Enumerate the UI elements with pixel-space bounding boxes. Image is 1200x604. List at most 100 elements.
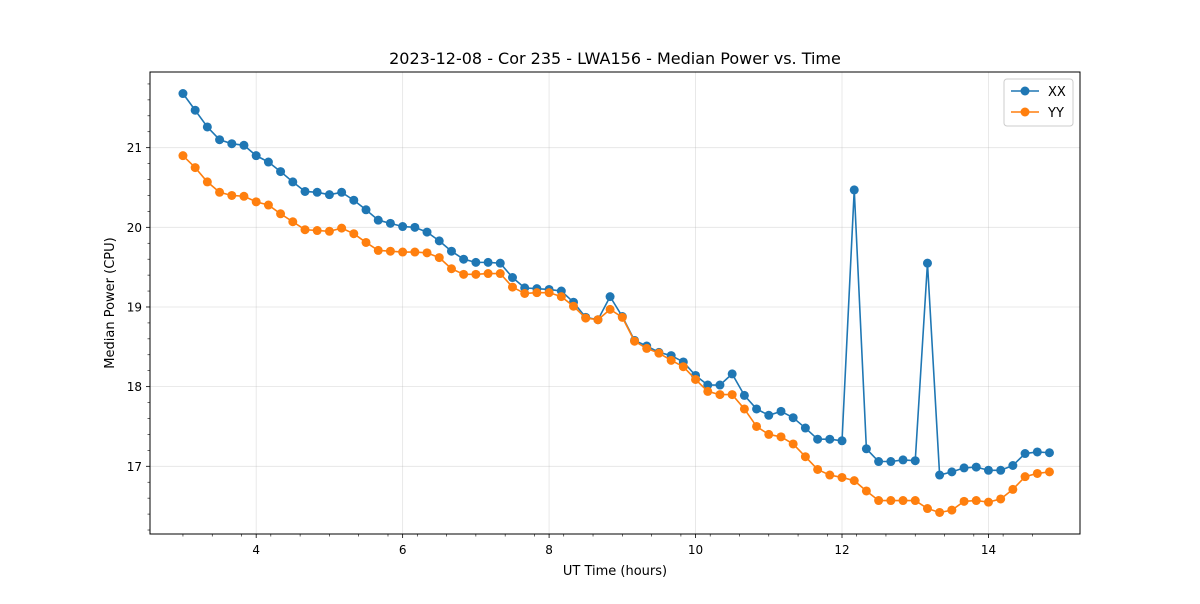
data-point-yy (434, 253, 444, 263)
data-point-yy (654, 348, 664, 358)
data-point-xx (300, 186, 310, 196)
data-point-yy (715, 390, 725, 400)
data-point-yy (898, 496, 908, 506)
data-point-yy (1032, 468, 1042, 478)
data-point-yy (1020, 472, 1030, 482)
data-point-yy (263, 200, 273, 210)
data-point-yy (813, 464, 823, 474)
data-series (178, 89, 1054, 517)
data-point-xx (361, 205, 371, 215)
data-point-xx (312, 187, 322, 197)
data-point-yy (422, 248, 432, 258)
y-tick-label: 17 (127, 460, 142, 474)
data-point-yy (251, 197, 261, 207)
data-point-yy (910, 496, 920, 506)
data-point-yy (300, 225, 310, 235)
data-point-xx (446, 246, 456, 256)
data-point-yy (507, 282, 517, 292)
data-point-xx (276, 167, 286, 177)
data-point-yy (178, 151, 188, 161)
data-point-xx (385, 218, 395, 228)
data-point-xx (922, 258, 932, 268)
data-point-yy (996, 494, 1006, 504)
data-point-yy (202, 177, 212, 187)
data-point-xx (752, 404, 762, 414)
data-point-yy (800, 452, 810, 462)
data-point-xx (471, 257, 481, 267)
data-point-yy (361, 237, 371, 247)
data-point-yy (288, 217, 298, 227)
x-axis-label: UT Time (hours) (563, 564, 667, 579)
data-point-xx (837, 436, 847, 446)
data-point-yy (1044, 467, 1054, 477)
legend-label-yy: YY (1047, 106, 1064, 121)
legend-marker-xx (1020, 86, 1030, 96)
data-point-yy (617, 312, 627, 322)
data-point-xx (605, 292, 615, 302)
data-point-xx (398, 222, 408, 232)
data-point-yy (971, 496, 981, 506)
data-point-yy (605, 304, 615, 314)
data-point-xx (288, 177, 298, 187)
data-point-yy (239, 191, 249, 201)
data-point-yy (398, 247, 408, 257)
axes: 4 6 8 10 12 14 17 18 19 20 21 (127, 83, 1033, 557)
data-point-xx (410, 222, 420, 232)
data-point-xx (1032, 447, 1042, 457)
x-tick-label: 12 (834, 543, 849, 557)
data-point-yy (752, 421, 762, 431)
data-point-yy (190, 163, 200, 173)
data-point-yy (495, 269, 505, 279)
data-point-xx (874, 457, 884, 467)
data-point-xx (1020, 449, 1030, 459)
data-point-yy (483, 269, 493, 279)
x-tick-label: 10 (688, 543, 703, 557)
data-point-yy (520, 288, 530, 298)
data-point-xx (349, 195, 359, 205)
data-point-yy (727, 390, 737, 400)
data-point-yy (1008, 484, 1018, 494)
data-point-xx (959, 463, 969, 473)
data-point-xx (715, 380, 725, 390)
data-point-xx (495, 258, 505, 268)
data-point-xx (739, 390, 749, 400)
data-point-xx (813, 434, 823, 444)
data-point-xx (861, 444, 871, 454)
data-point-yy (593, 315, 603, 325)
data-point-yy (788, 439, 798, 449)
data-point-xx (337, 187, 347, 197)
data-point-xx (251, 151, 261, 161)
data-point-yy (630, 336, 640, 346)
data-point-yy (922, 504, 932, 514)
data-point-yy (312, 226, 322, 236)
data-point-yy (764, 429, 774, 439)
data-point-xx (983, 465, 993, 475)
data-point-yy (837, 472, 847, 482)
data-point-xx (800, 423, 810, 433)
data-point-yy (959, 496, 969, 506)
data-point-yy (337, 223, 347, 233)
data-point-xx (703, 380, 713, 390)
data-point-xx (727, 369, 737, 379)
x-tick-label: 14 (981, 543, 996, 557)
data-point-xx (239, 140, 249, 150)
data-point-yy (581, 313, 591, 323)
data-point-xx (483, 257, 493, 267)
data-point-xx (227, 139, 237, 149)
data-point-xx (947, 467, 957, 477)
data-point-yy (556, 292, 566, 302)
data-point-xx (1008, 461, 1018, 470)
data-point-xx (373, 215, 383, 225)
data-point-yy (459, 269, 469, 279)
data-point-xx (788, 413, 798, 423)
data-point-xx (434, 236, 444, 246)
data-point-yy (471, 269, 481, 279)
data-point-xx (178, 89, 188, 99)
data-point-yy (276, 209, 286, 219)
data-point-yy (678, 362, 688, 372)
data-point-yy (983, 497, 993, 507)
data-point-yy (886, 496, 896, 506)
data-point-yy (385, 246, 395, 256)
data-point-yy (215, 187, 225, 197)
